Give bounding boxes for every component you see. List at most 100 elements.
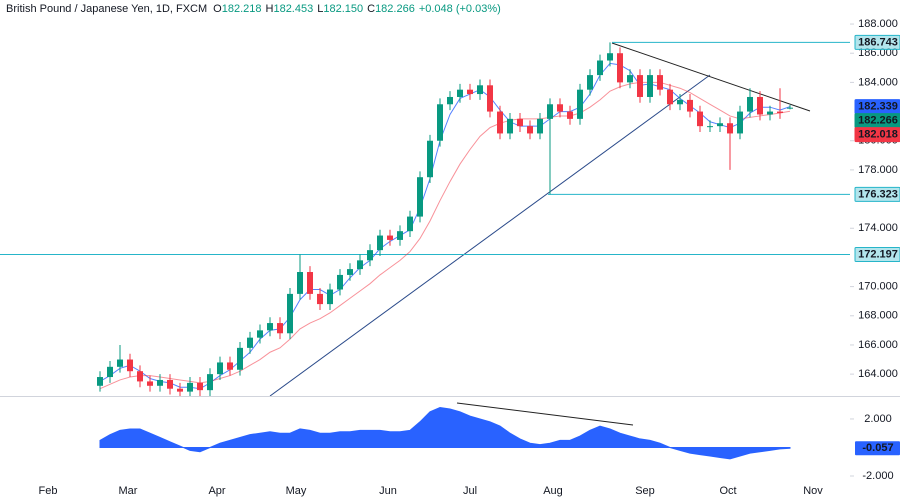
candle-body — [297, 272, 303, 294]
candle-body — [517, 118, 523, 127]
candle-body — [327, 289, 333, 305]
candle-body — [447, 96, 453, 105]
trend-line — [269, 74, 711, 396]
candle-body — [617, 53, 623, 83]
x-tick-label: May — [286, 485, 307, 497]
y-tick-label: 2.000 — [864, 413, 892, 425]
candle-body — [757, 96, 763, 115]
candle-body — [277, 323, 283, 334]
candle-body — [657, 75, 663, 90]
candle-body — [167, 379, 173, 389]
candle-body — [107, 366, 113, 378]
candle-body — [287, 293, 293, 334]
candle-body — [367, 250, 373, 261]
y-tick-label: 186.000 — [858, 47, 898, 59]
trend-line — [611, 42, 811, 112]
candle-body — [587, 75, 593, 90]
ohlc-value: 182.453 — [273, 3, 313, 15]
candle-body — [257, 330, 263, 338]
candle-body — [137, 371, 143, 382]
price-label-box — [854, 127, 900, 143]
candle-body — [777, 111, 783, 114]
candle-body — [507, 118, 513, 134]
price-label: 182.018 — [858, 129, 898, 141]
candle-body — [607, 53, 613, 61]
candle-body — [417, 177, 423, 217]
candle-body — [477, 85, 483, 95]
moving-average — [99, 62, 791, 390]
price-label: 176.323 — [858, 188, 898, 200]
price-label: 172.197 — [858, 248, 898, 260]
x-tick-label: Feb — [39, 485, 58, 497]
candle-body — [407, 216, 413, 232]
candle-body — [347, 269, 353, 275]
candle-body — [97, 377, 103, 386]
ohlc-value: 182.150 — [323, 3, 363, 15]
y-tick-label: 168.000 — [858, 310, 898, 322]
candle-body — [397, 231, 403, 240]
price-label: 186.743 — [858, 36, 898, 48]
candle-body — [147, 381, 153, 386]
oscillator-area — [99, 407, 791, 460]
candle-body — [487, 85, 493, 112]
candle-body — [497, 111, 503, 134]
candle-body — [457, 89, 463, 97]
candle-body — [117, 359, 123, 367]
candle-body — [337, 274, 343, 290]
candle-body — [747, 96, 753, 112]
candle-body — [527, 126, 533, 134]
ohlc-value: 182.218 — [222, 3, 262, 15]
y-tick-label: 174.000 — [858, 222, 898, 234]
ohlc-label: L — [317, 3, 323, 15]
price-label-box — [854, 34, 900, 50]
candle-body — [357, 260, 363, 270]
x-tick-label: Nov — [803, 485, 823, 497]
candle-body — [767, 111, 773, 115]
trend-line — [456, 402, 634, 426]
candle-body — [307, 272, 313, 294]
candle-body — [237, 347, 243, 370]
candle-body — [647, 75, 653, 97]
candle-body — [687, 99, 693, 112]
price-pane — [0, 41, 850, 396]
x-tick-label: Mar — [119, 485, 138, 497]
symbol-title: British Pound / Japanese Yen, 1D, FXCM — [6, 3, 207, 15]
candle-body — [737, 111, 743, 134]
candle-body — [177, 388, 183, 392]
ohlc-label: C — [367, 3, 375, 15]
candle-body — [187, 382, 193, 392]
y-tick-label: 170.000 — [858, 281, 898, 293]
price-label-box — [855, 441, 900, 456]
candle-body — [667, 89, 673, 105]
candle-body — [437, 104, 443, 141]
candle-body — [787, 107, 793, 109]
candle-body — [317, 293, 323, 305]
candle-body — [227, 362, 233, 370]
candle-body — [567, 111, 573, 119]
candle-body — [217, 362, 223, 375]
candle-body — [557, 104, 563, 112]
x-tick-label: Jun — [379, 485, 397, 497]
candle-body — [197, 382, 203, 391]
candle-body — [577, 89, 583, 119]
candle-body — [127, 359, 133, 372]
candle-body — [697, 111, 703, 127]
y-tick-label: 164.000 — [858, 368, 898, 380]
candle-body — [627, 75, 633, 83]
axes: 188.000186.000184.000180.000178.000174.0… — [39, 18, 900, 497]
ohlc-label: O — [213, 3, 222, 15]
candle-body — [547, 104, 553, 119]
price-label: -0.057 — [862, 442, 893, 454]
candle-body — [597, 60, 603, 76]
x-tick-label: Sep — [635, 485, 655, 497]
x-tick-label: Jul — [463, 485, 477, 497]
price-label: 182.339 — [858, 101, 898, 113]
x-tick-label: Oct — [719, 485, 736, 497]
y-tick-label: 166.000 — [858, 339, 898, 351]
candle-body — [247, 337, 253, 348]
candle-body — [717, 123, 723, 127]
y-tick-label: 188.000 — [858, 18, 898, 30]
oscillator-pane — [99, 407, 791, 460]
candle-body — [267, 323, 273, 331]
